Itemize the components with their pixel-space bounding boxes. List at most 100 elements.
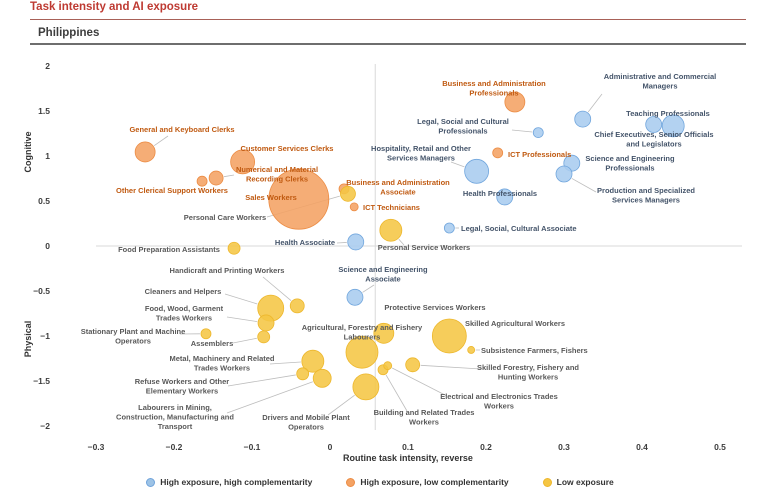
point-label: Building and Related Trades Workers [374,408,475,427]
x-tick-label: −0.3 [88,442,105,452]
point-label: Stationary Plant and Machine Operators [81,327,186,346]
data-bubble [352,373,380,401]
y-tick-label: −1.5 [33,376,50,386]
y-tick-label: −2 [40,421,50,431]
leader-line [450,161,465,168]
point-label: Business and Administration Associate [346,178,450,197]
point-label: Chief Executives, Senior Officials and Le… [594,130,713,149]
legend-item: Low exposure [542,477,614,487]
x-tick-label: 0 [328,442,333,452]
point-label: Skilled Agricultural Workers [465,319,565,328]
y-axis-label-physical: Physical [23,321,33,358]
data-bubble [208,170,224,186]
point-label: Personal Care Workers [184,213,266,222]
data-bubble [301,349,325,373]
data-bubble [532,127,544,139]
data-bubble [340,185,356,202]
figure-title: Task intensity and AI exposure [30,1,199,13]
leader-line [232,337,257,344]
leader-line [362,284,375,293]
x-tick-label: 0.5 [714,442,726,452]
x-tick-label: −0.2 [166,442,183,452]
y-tick-label: 1 [45,151,50,161]
leader-line [336,242,347,244]
data-bubble [443,222,455,234]
leader-line [223,174,235,178]
reference-lines [96,64,742,430]
point-label: Science and Engineering Associate [338,265,428,284]
legend-label: Low exposure [556,477,614,487]
data-bubble [289,298,305,314]
point-label: Handicraft and Printing Workers [170,266,285,275]
leader-line [420,364,482,370]
y-tick-label: −0.5 [33,286,50,296]
data-bubble [431,318,467,354]
data-bubble [257,330,271,344]
point-label: Hospitality, Retail and Other Services Ma… [371,144,471,163]
leader-line [269,361,301,365]
legend-item: High exposure, low complementarity [346,477,509,487]
y-tick-label: 1.5 [38,106,50,116]
data-bubble [555,165,573,183]
point-label: Legal, Social and Cultural Professionals [417,117,509,136]
point-label: Cleaners and Helpers [145,287,222,296]
point-labels: Administrative and Commercial Managers Tea… [81,72,717,432]
data-bubble [296,367,310,381]
data-bubble [196,175,208,187]
leader-line [385,374,408,412]
legend-marker [542,477,552,487]
leader-line [391,367,448,397]
leader-lines [153,93,603,416]
data-bubble [379,218,403,242]
x-tick-label: 0.3 [558,442,570,452]
point-label: Teaching Professionals [626,109,710,118]
point-label: Subsistence Farmers, Fishers [481,346,588,355]
x-tick-label: 0.1 [402,442,414,452]
point-label: Customer Services Clerks [241,144,334,153]
legend-marker [346,477,356,487]
point-label: Science and Engineering Professionals [585,154,675,173]
data-bubble [574,110,592,128]
bubbles [134,91,685,401]
point-label: ICT Professionals [508,150,571,159]
point-label: Health Associate [275,238,335,247]
point-label: Food, Wood, Garment Trades Workers [145,304,224,323]
data-bubble [257,314,275,332]
point-label: Labourers in Mining, Construction, Manufa… [116,403,234,431]
title-divider [30,19,746,20]
leader-line [226,316,258,322]
point-label: Legal, Social, Cultural Associate [461,224,577,233]
point-label: Personal Service Workers [378,243,470,252]
data-bubble [496,188,514,206]
y-tick-label: 0 [45,241,50,251]
data-bubble [405,357,421,373]
data-bubble [345,335,379,369]
legend-marker [146,477,156,487]
data-bubble [268,168,330,230]
data-bubble [227,241,241,255]
leader-line [511,129,533,133]
data-bubble [134,141,156,163]
point-label: Numerical and Material Recording Clerks [236,165,318,184]
x-tick-label: 0.2 [480,442,492,452]
x-axis-label: Routine task intensity, reverse [343,453,473,463]
data-bubble [492,147,504,159]
point-label: Protective Services Workers [384,303,485,312]
y-tick-label: −1 [40,331,50,341]
data-bubble [312,368,332,388]
legend-item: High exposure, high complementarity [146,477,312,487]
x-tick-label: 0.4 [636,442,648,452]
chart-legend: High exposure, high complementarity High … [0,477,760,487]
legend-label: High exposure, high complementarity [160,477,313,487]
leader-line [226,381,313,414]
y-tick-label: 0.5 [38,196,50,206]
point-label: Refuse Workers and Other Elementary Worke… [135,377,230,396]
data-bubble [383,361,393,371]
leader-line [227,374,296,387]
point-label: Agricultural, Forestry and Fishery Labour… [302,323,423,342]
legend-label: High exposure, low complementarity [360,477,509,487]
x-tick-label: −0.1 [244,442,261,452]
panel-label-country: Philippines [38,27,100,39]
point-label: Business and Administration Professionals [442,79,546,98]
point-label: General and Keyboard Clerks [129,125,234,134]
